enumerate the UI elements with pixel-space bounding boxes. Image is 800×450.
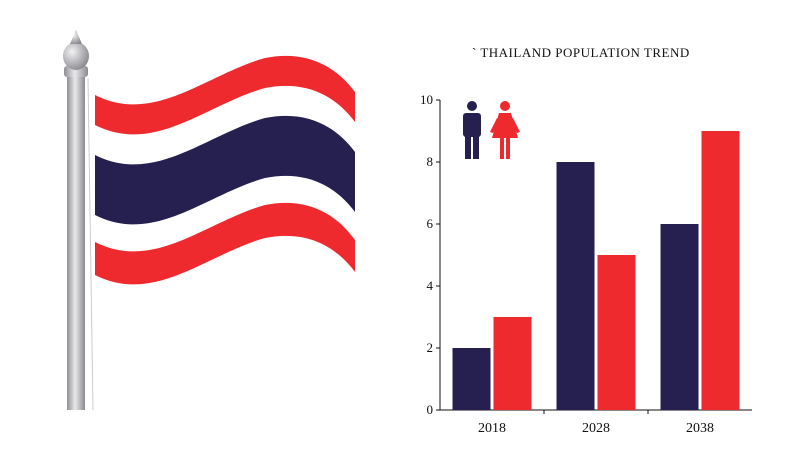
bar-2018-series-0 (452, 348, 491, 410)
y-tick-label: 8 (427, 154, 434, 169)
y-tick-label: 2 (427, 340, 434, 355)
x-tick-label: 2038 (686, 421, 714, 436)
x-tick-label: 2028 (582, 421, 610, 436)
flag-pole-icon (63, 30, 94, 411)
x-axis: 2018 2028 2038 (440, 409, 752, 436)
bar-2018-series-1 (493, 317, 532, 410)
y-axis: 0 2 4 6 8 10 (420, 92, 441, 417)
thailand-flag-icon (95, 55, 355, 285)
bar-2028-series-1 (597, 255, 636, 410)
y-tick-label: 4 (427, 278, 434, 293)
y-tick-label: 10 (420, 92, 433, 107)
woman-icon (490, 101, 520, 159)
chart-title: ` THAILAND POPULATION TREND (472, 45, 690, 60)
x-tick-label: 2018 (478, 421, 506, 436)
man-icon (463, 101, 481, 159)
y-tick-label: 6 (427, 216, 434, 231)
y-tick-label: 0 (427, 402, 434, 417)
chart: ` THAILAND POPULATION TREND 0 2 4 6 8 10 2018… (420, 45, 752, 436)
bar-2038-series-0 (660, 224, 699, 410)
bar-2028-series-0 (556, 162, 595, 410)
bars (452, 131, 740, 410)
bar-2038-series-1 (701, 131, 740, 410)
